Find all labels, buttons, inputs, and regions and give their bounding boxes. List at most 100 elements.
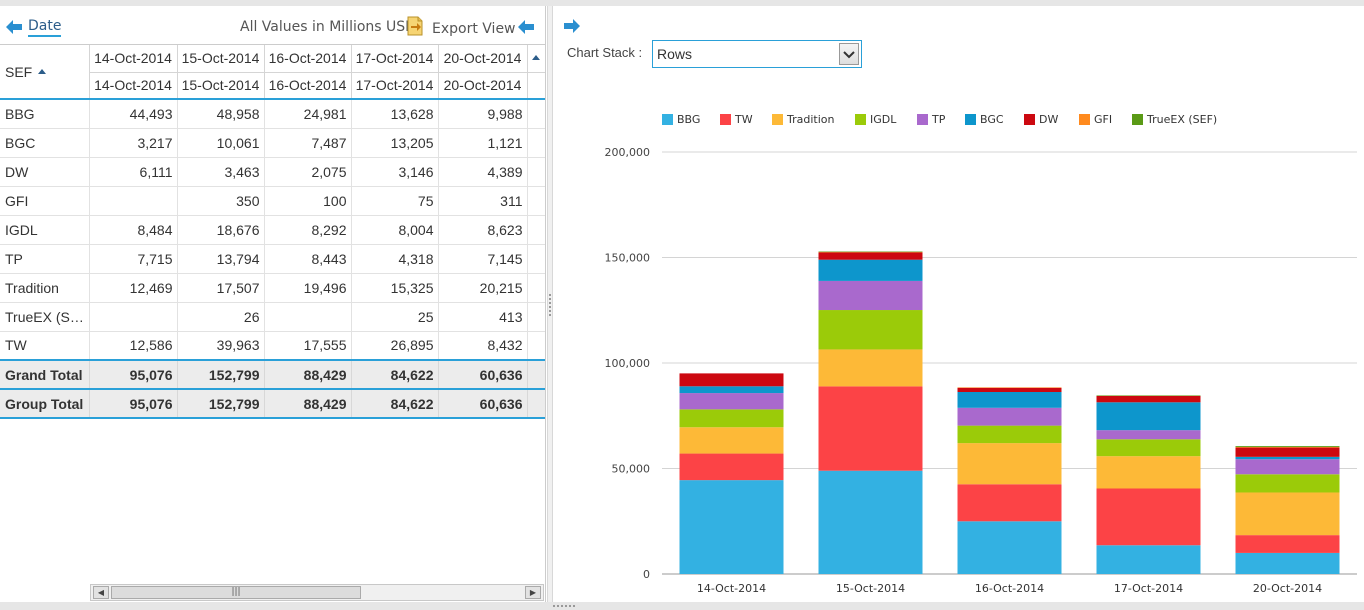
table-cell: 8,432	[438, 331, 528, 361]
y-tick-label: 100,000	[605, 357, 651, 370]
total-cell: 152,799	[177, 389, 265, 419]
bar-segment-tw	[957, 484, 1062, 522]
date-header-top[interactable]: 17-Oct-2014	[351, 45, 439, 73]
table-row[interactable]: TrueEX (S… 26 25 413	[0, 302, 545, 332]
bar-segment-igdl	[818, 310, 923, 350]
collapse-arrow-left-icon[interactable]	[518, 20, 534, 34]
bar-segment-gfi	[1235, 446, 1340, 448]
bar-segment-dw	[957, 387, 1062, 393]
legend-label: Tradition	[786, 113, 835, 126]
date-header-bottom[interactable]: 14-Oct-2014	[89, 72, 178, 100]
date-header-bottom[interactable]: 17-Oct-2014	[351, 72, 439, 100]
date-header-bottom[interactable]: 15-Oct-2014	[177, 72, 265, 100]
table-cell: 12,469	[89, 273, 178, 303]
pivot-panel: Date All Values in Millions USD Export V…	[0, 6, 546, 602]
bar-segment-igdl	[679, 409, 784, 428]
row-label: TW	[0, 331, 90, 361]
scroll-thumb[interactable]: |||	[111, 586, 361, 599]
row-scroll-cell	[527, 99, 545, 129]
table-cell: 24,981	[264, 99, 352, 129]
date-header-bottom[interactable]: 16-Oct-2014	[264, 72, 352, 100]
legend-label: DW	[1039, 113, 1058, 126]
bar-segment-tradition	[679, 427, 784, 454]
legend-label: GFI	[1094, 113, 1112, 126]
table-row[interactable]: IGDL 8,484 18,676 8,292 8,004 8,623	[0, 215, 545, 245]
bar-segment-tp	[818, 280, 923, 311]
legend-swatch	[1132, 114, 1143, 125]
row-label: BGC	[0, 128, 90, 158]
bar-segment-bgc	[957, 392, 1062, 408]
scroll-left-button[interactable]: ◀	[93, 586, 109, 599]
row-scroll-cell	[527, 359, 545, 390]
horizontal-splitter[interactable]	[0, 602, 1364, 610]
table-row[interactable]: DW 6,111 3,463 2,075 3,146 4,389	[0, 157, 545, 187]
row-label: DW	[0, 157, 90, 187]
bar-segment-bgc	[1096, 402, 1201, 431]
scroll-right-button[interactable]: ▶	[525, 586, 541, 599]
pivot-table: SEF 14-Oct-2014 15-Oct-2014 16-Oct-2014 17-O…	[0, 45, 545, 419]
table-cell: 10,061	[177, 128, 265, 158]
bar-segment-bgc	[679, 386, 784, 394]
date-header-bottom[interactable]: 20-Oct-2014	[438, 72, 528, 100]
grand-total-row: Grand Total 95,076 152,799 88,429 84,622 60,6…	[0, 359, 545, 390]
chart-stack-select[interactable]: Rows	[652, 40, 862, 68]
export-view-button[interactable]: Export View	[432, 21, 516, 37]
bar-segment-bbg	[818, 470, 923, 574]
table-row[interactable]: TP 7,715 13,794 8,443 4,318 7,145	[0, 244, 545, 274]
table-row[interactable]: GFI 350 100 75 311	[0, 186, 545, 216]
dropdown-button[interactable]	[839, 43, 859, 65]
bar-segment-tp	[1096, 430, 1201, 440]
legend-swatch	[917, 114, 928, 125]
sef-column-header[interactable]: SEF	[0, 45, 90, 100]
table-cell: 13,205	[351, 128, 439, 158]
pivot-toolbar: Date All Values in Millions USD Export V…	[0, 6, 546, 44]
bar-segment-tradition	[1096, 456, 1201, 489]
bar-segment-bgc	[1235, 456, 1340, 460]
values-unit-note: All Values in Millions USD	[240, 19, 416, 35]
table-row[interactable]: BGC 3,217 10,061 7,487 13,205 1,121	[0, 128, 545, 158]
table-row[interactable]: Tradition 12,469 17,507 19,496 15,325 20,215	[0, 273, 545, 303]
table-cell: 18,676	[177, 215, 265, 245]
table-cell: 1,121	[438, 128, 528, 158]
horizontal-scrollbar[interactable]: ◀ ||| ▶	[90, 584, 544, 601]
table-cell: 26,895	[351, 331, 439, 361]
arrow-left-icon[interactable]	[6, 20, 22, 34]
bar-segment-tp	[679, 393, 784, 410]
chart-stack-label: Chart Stack :	[567, 45, 643, 60]
bar-segment-trueex-sef	[1096, 395, 1201, 396]
bar-segment-gfi	[957, 387, 1062, 388]
date-header-top[interactable]: 20-Oct-2014	[438, 45, 528, 73]
table-cell: 7,715	[89, 244, 178, 274]
chart-panel: Chart Stack : Rows 0 50,000 100,000 150,000…	[554, 6, 1364, 602]
vertical-splitter[interactable]	[547, 6, 553, 602]
date-dimension-link[interactable]: Date	[28, 18, 62, 37]
export-icon[interactable]	[405, 16, 424, 36]
legend-label: IGDL	[870, 113, 897, 126]
top-border	[0, 0, 1364, 6]
table-cell: 15,325	[351, 273, 439, 303]
row-scroll-cell	[527, 273, 545, 303]
row-scroll-cell	[527, 244, 545, 274]
arrow-right-icon[interactable]	[564, 19, 580, 33]
table-cell: 7,487	[264, 128, 352, 158]
total-label: Group Total	[0, 389, 90, 419]
group-total-row: Group Total 95,076 152,799 88,429 84,622 60,6…	[0, 389, 545, 419]
table-row[interactable]: TW 12,586 39,963 17,555 26,895 8,432	[0, 331, 545, 361]
sort-ascending-icon[interactable]	[38, 68, 47, 74]
sort-ascending-icon[interactable]	[529, 53, 543, 63]
date-header-top[interactable]: 15-Oct-2014	[177, 45, 265, 73]
date-header-top[interactable]: 16-Oct-2014	[264, 45, 352, 73]
date-header-top[interactable]: 14-Oct-2014	[89, 45, 178, 73]
table-cell: 100	[264, 186, 352, 216]
table-cell: 4,318	[351, 244, 439, 274]
table-cell: 8,443	[264, 244, 352, 274]
row-scroll-cell	[527, 389, 545, 419]
table-row[interactable]: BBG 44,493 48,958 24,981 13,628 9,988	[0, 99, 545, 129]
table-cell: 3,463	[177, 157, 265, 187]
table-cell: 39,963	[177, 331, 265, 361]
pivot-grid: SEF 14-Oct-2014 15-Oct-2014 16-Oct-2014 17-O…	[0, 44, 545, 584]
x-tick-label: 16-Oct-2014	[975, 582, 1044, 595]
bar-segment-dw	[818, 252, 923, 260]
table-cell: 17,507	[177, 273, 265, 303]
legend-swatch	[965, 114, 976, 125]
